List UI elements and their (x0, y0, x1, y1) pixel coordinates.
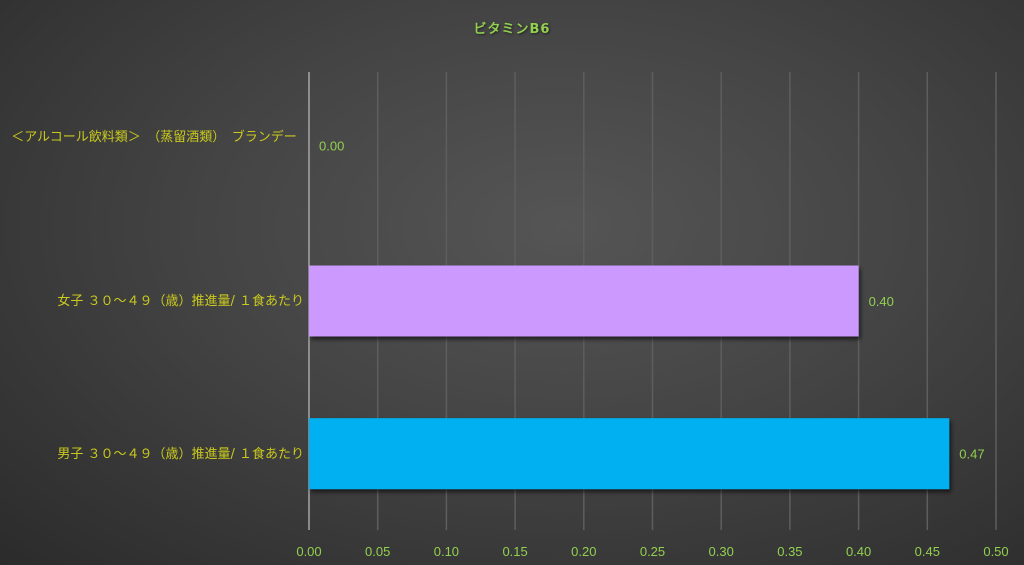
x-tick-label: 0.50 (983, 544, 1008, 559)
x-tick-label: 0.25 (640, 544, 665, 559)
category-label-2: 男子 ３０～４９（歳）推進量/ １食あたり (57, 447, 304, 462)
category-label-1: 女子 ３０～４９（歳）推進量/ １食あたり (57, 294, 304, 309)
data-label-1: 0.40 (869, 294, 894, 309)
data-label-0: 0.00 (319, 138, 344, 153)
x-tick-label: 0.45 (915, 544, 940, 559)
x-tick-label: 0.05 (365, 544, 390, 559)
bar-2 (309, 418, 950, 490)
category-label-0: ＜アルコール飲料類＞ （蒸留酒類） ブランデー (11, 130, 297, 145)
x-tick-label: 0.00 (296, 544, 321, 559)
x-tick-label: 0.15 (502, 544, 527, 559)
data-label-2: 0.47 (959, 447, 984, 462)
x-tick-label: 0.10 (434, 544, 459, 559)
bar-1 (309, 265, 859, 337)
x-tick-label: 0.20 (571, 544, 596, 559)
x-tick-label: 0.40 (846, 544, 871, 559)
chart-title: ビタミンB6 (473, 22, 551, 37)
x-tick-label: 0.35 (777, 544, 802, 559)
x-tick-label: 0.30 (709, 544, 734, 559)
